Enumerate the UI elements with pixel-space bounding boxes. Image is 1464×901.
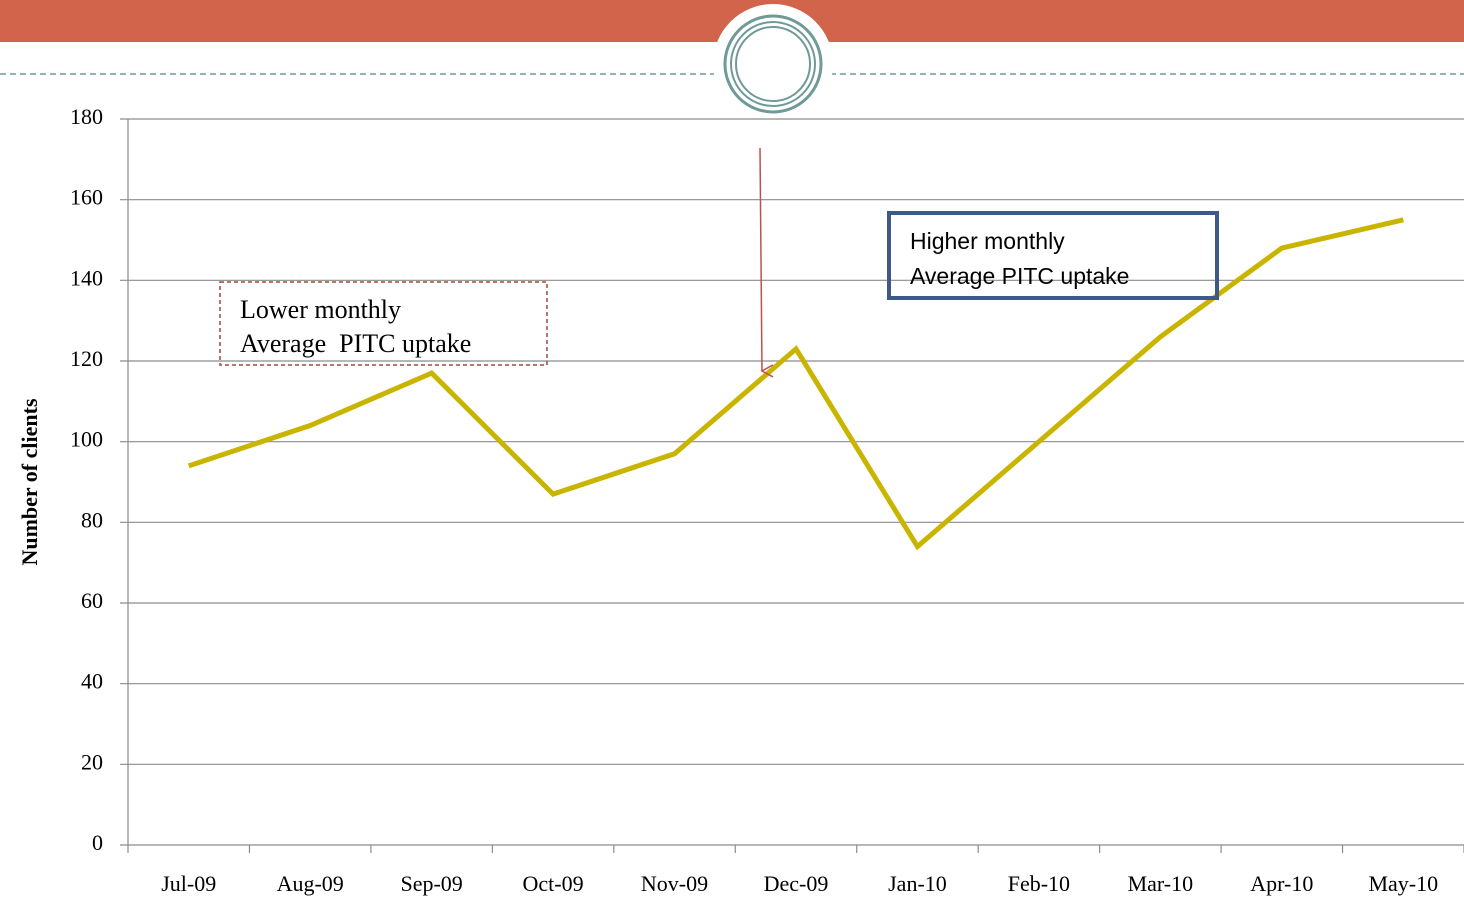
x-tick-label: Dec-09 <box>764 871 829 896</box>
x-tick-label: Apr-10 <box>1250 871 1313 896</box>
x-tick-label: Jan-10 <box>888 871 947 896</box>
y-tick-label: 160 <box>70 185 103 210</box>
annotation-text: Higher monthly <box>910 228 1065 254</box>
ornament-ring <box>730 21 816 107</box>
annotation-text: Average PITC uptake <box>240 329 471 358</box>
x-tick-label: Mar-10 <box>1128 871 1194 896</box>
x-tick-label: May-10 <box>1368 871 1438 896</box>
annotation-text: Average PITC uptake <box>910 263 1129 289</box>
x-tick-label: Aug-09 <box>277 871 344 896</box>
x-tick-label: Nov-09 <box>641 871 708 896</box>
x-tick-label: Oct-09 <box>523 871 584 896</box>
x-tick-label: Jul-09 <box>161 871 216 896</box>
y-tick-label: 100 <box>70 427 103 452</box>
y-axis-label: Number of clients <box>17 398 42 565</box>
x-tick-label: Sep-09 <box>400 871 462 896</box>
y-tick-label: 140 <box>70 265 103 290</box>
y-tick-label: 180 <box>70 104 103 129</box>
y-tick-label: 40 <box>81 669 103 694</box>
y-tick-label: 120 <box>70 346 103 371</box>
y-tick-label: 20 <box>81 749 103 774</box>
data-line <box>187 217 1404 551</box>
y-tick-label: 60 <box>81 588 103 613</box>
annotation-box <box>887 211 1219 300</box>
y-tick-label: 80 <box>81 507 103 532</box>
arrow <box>759 147 774 378</box>
annotation-box <box>219 281 548 366</box>
annotation-text: Lower monthly <box>240 295 401 324</box>
ornament-ring <box>723 14 823 114</box>
y-tick-label: 0 <box>92 830 103 855</box>
x-tick-label: Feb-10 <box>1008 871 1070 896</box>
ornament-ring <box>735 26 811 102</box>
